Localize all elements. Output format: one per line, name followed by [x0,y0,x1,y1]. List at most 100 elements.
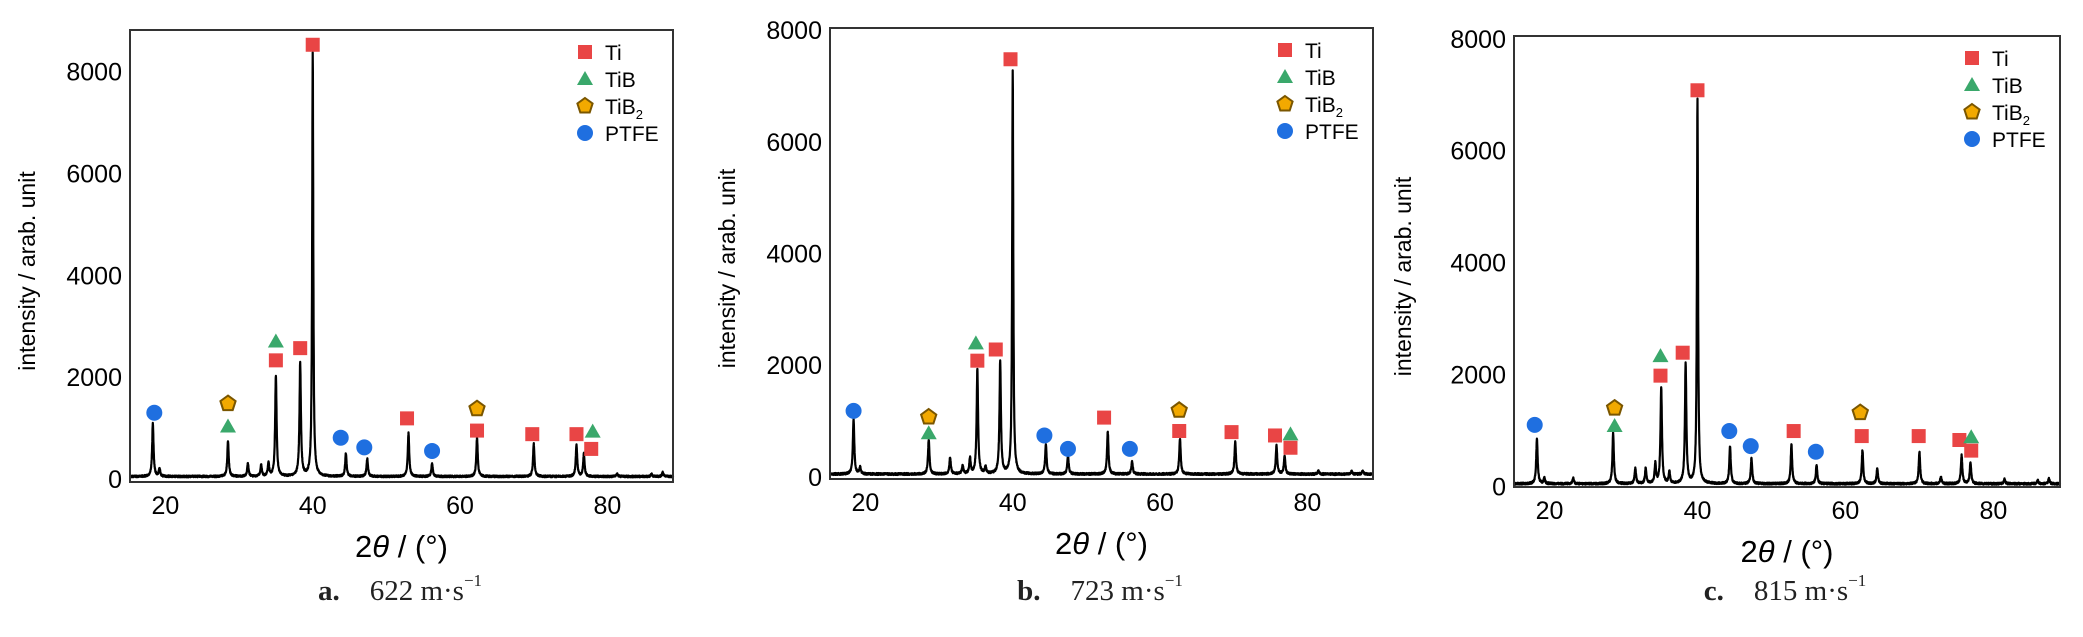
x-axis-label-unit: / (°) [1775,534,1834,569]
legend-label-tib: TiB [1992,75,2023,98]
x-axis-label-unit: / (°) [389,529,448,564]
legend-label-ptfe: PTFE [1305,121,1359,144]
peak-marker-ptfe [1742,438,1759,455]
peak-marker-ti [525,427,540,442]
peak-marker-tib [1963,429,1980,444]
legend-marker-tib2-icon [1276,94,1294,112]
peak-marker-ti [1964,443,1979,458]
legend-label-ti: Ti [605,42,622,65]
legend-label-text: Ti [1305,40,1322,63]
x-tick-label: 20 [1536,497,1564,525]
legend-label-text: TiB [1992,75,2023,98]
peak-marker-tib2 [468,399,486,417]
peak-marker-tib2 [219,394,237,412]
peak-marker-ti [400,411,415,426]
legend-label-text: TiB [605,69,636,92]
peak-marker-ptfe [1526,416,1543,433]
peak-marker-ti [988,342,1003,357]
panel-speed: 622 m·s [370,575,464,607]
legend-marker-ti-icon [578,45,592,59]
legend-marker-ti-icon [1278,43,1292,57]
y-tick-label: 4000 [1450,250,1506,278]
peak-marker-ti [1653,368,1668,383]
peak-marker-ptfe [1121,440,1138,457]
peak-marker-ti [1690,83,1705,98]
peak-marker-ptfe [424,442,441,459]
legend-marker-tib-icon [577,71,593,85]
legend-label-text: PTFE [605,123,659,146]
x-axis-label-num: 2 [355,529,372,564]
y-tick-label: 2000 [1450,362,1506,390]
x-axis-label-num: 2 [1055,526,1072,561]
x-axis-label: 2θ / (°) [1741,534,1834,569]
peak-marker-tib2 [1851,403,1870,421]
legend-marker-ptfe-icon [1964,131,1980,147]
x-axis-label-num: 2 [1741,534,1758,569]
panel-speed-exponent: −1 [1848,571,1866,590]
legend-marker-ptfe-icon [577,125,593,141]
legend-label-ptfe: PTFE [1992,129,2046,152]
x-tick-label: 80 [1980,497,2008,525]
y-tick-label: 4000 [66,262,122,290]
peak-marker-ptfe [1059,440,1076,457]
legend-label-tib2: TiB2 [1305,94,1343,120]
panel-speed-exponent: −1 [464,571,482,590]
y-tick-label: 2000 [766,352,822,380]
peak-marker-ti [1003,52,1018,67]
spectrum-line [829,69,1374,477]
x-tick-label: 40 [999,489,1027,517]
peak-marker-ti [1172,423,1187,438]
panel-letter: c. [1704,575,1724,607]
x-axis-label: 2θ / (°) [1055,526,1148,561]
y-axis-label: intensity / arab. unit [714,168,740,368]
x-tick-label: 60 [1832,497,1860,525]
legend-label-text: TiB [1305,94,1336,117]
x-tick-label: 40 [1684,497,1712,525]
legend-marker-ptfe-icon [1277,123,1293,139]
peak-marker-tib2 [1170,401,1188,418]
plot-frame [829,27,1374,480]
x-tick-label: 60 [446,492,474,520]
y-tick-label: 6000 [66,161,122,189]
peak-marker-ti [470,423,485,438]
x-tick-label: 20 [151,492,179,520]
peak-marker-ti [1268,428,1283,443]
panel-speed: 815 m·s [1754,575,1848,607]
peak-marker-ti [970,353,985,368]
peak-marker-ptfe [332,429,349,446]
panel-a: 0 2000 4000 6000 8000 20 40 60 80 intensity / ara… [14,29,675,607]
peak-marker-ti [1911,429,1926,444]
x-tick-label: 60 [1146,489,1174,517]
peak-marker-tib [1652,348,1669,363]
legend-label-text: TiB [1305,67,1336,90]
panel-caption: c. 815 m·s−1 [1704,571,1866,607]
peak-marker-ptfe [1721,423,1738,440]
peak-marker-tib2 [919,407,938,425]
x-axis-label-theta: θ [1758,534,1775,569]
peak-marker-ti [1097,410,1112,425]
x-axis-label-theta: θ [372,529,389,564]
y-tick-label: 8000 [66,59,122,87]
y-tick-label: 2000 [66,364,122,392]
y-tick-label: 8000 [766,17,822,45]
legend-label-tib2: TiB2 [1992,102,2030,128]
y-tick-label: 8000 [1450,26,1506,54]
peak-marker-ptfe [356,439,373,456]
legend-label-tib2: TiB2 [605,96,643,122]
x-axis-label-theta: θ [1072,526,1089,561]
legend-label-tib: TiB [605,69,636,92]
peak-marker-ptfe [146,404,163,421]
peak-marker-ti [305,37,320,52]
y-axis-label: intensity / arab. unit [1390,176,1416,376]
legend-label-ptfe: PTFE [605,123,659,146]
legend-marker-tib-icon [1277,69,1293,83]
y-tick-label: 6000 [766,129,822,157]
peak-marker-tib [1282,426,1299,441]
legend-label-text: PTFE [1992,129,2046,152]
y-tick-label: 0 [1492,473,1506,501]
peak-marker-ti [293,341,308,356]
peak-marker-ti [1952,432,1967,447]
peak-marker-ti [1224,425,1239,440]
plot-frame [129,29,674,483]
